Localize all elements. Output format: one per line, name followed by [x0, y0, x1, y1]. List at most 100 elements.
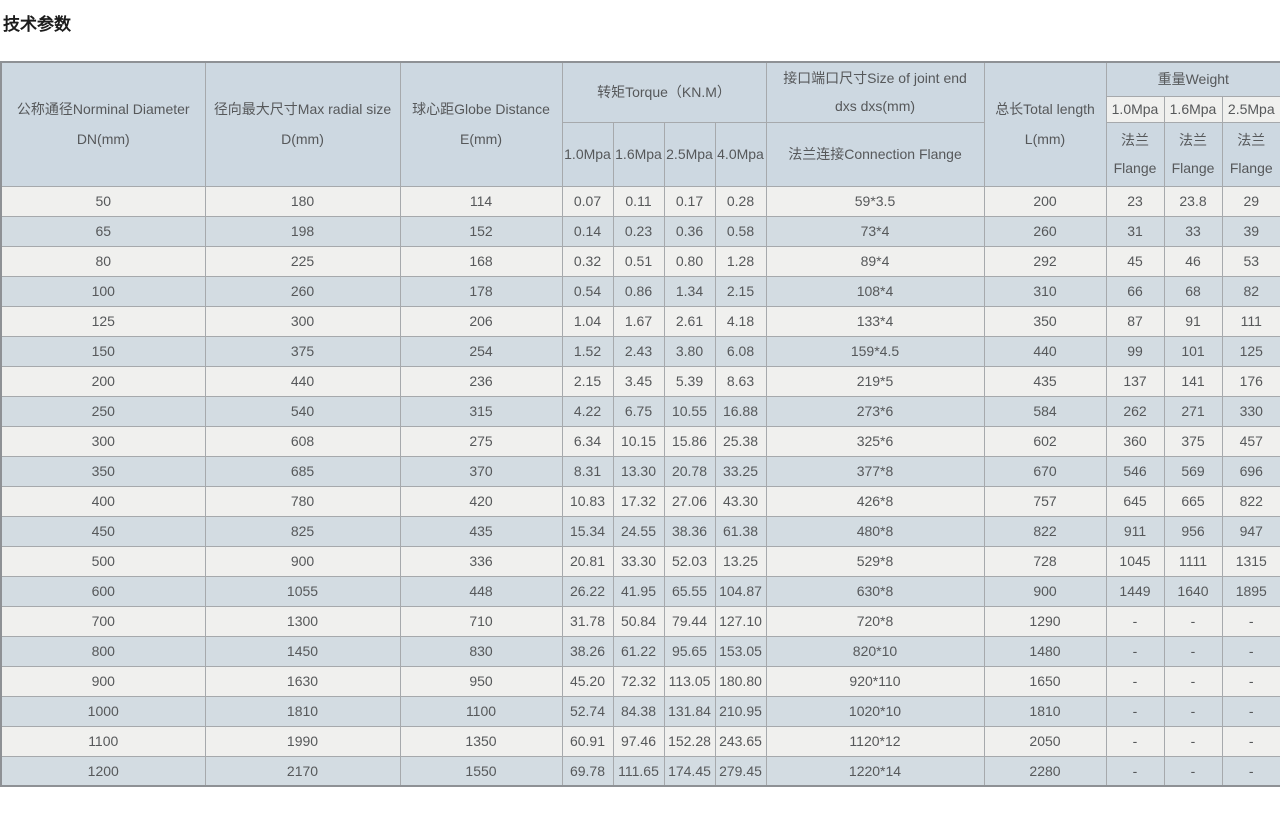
table-cell: 685: [205, 456, 400, 486]
table-cell: -: [1164, 726, 1222, 756]
table-cell: -: [1164, 696, 1222, 726]
table-cell: 111.65: [613, 756, 664, 786]
table-cell: 8.63: [715, 366, 766, 396]
table-cell: 29: [1222, 186, 1280, 216]
table-cell: 947: [1222, 516, 1280, 546]
table-cell: 150: [1, 336, 205, 366]
table-cell: 700: [1, 606, 205, 636]
table-cell: 66: [1106, 276, 1164, 306]
table-cell: 73*4: [766, 216, 984, 246]
table-cell: 450: [1, 516, 205, 546]
table-row: 40078042010.8317.3227.0643.30426*8757645…: [1, 486, 1280, 516]
table-cell: 89*4: [766, 246, 984, 276]
header-weight: 重量Weight: [1106, 62, 1280, 96]
table-cell: 0.54: [562, 276, 613, 306]
table-row: 45082543515.3424.5538.3661.38480*8822911…: [1, 516, 1280, 546]
table-cell: 15.86: [664, 426, 715, 456]
table-row: 600105544826.2241.9565.55104.87630*89001…: [1, 576, 1280, 606]
table-cell: 46: [1164, 246, 1222, 276]
table-cell: 426*8: [766, 486, 984, 516]
table-cell: 0.11: [613, 186, 664, 216]
table-cell: 350: [984, 306, 1106, 336]
table-cell: 59*3.5: [766, 186, 984, 216]
table-cell: 38.36: [664, 516, 715, 546]
table-cell: 2.43: [613, 336, 664, 366]
page-title: 技术参数: [3, 14, 1280, 36]
table-cell: 8.31: [562, 456, 613, 486]
table-cell: 584: [984, 396, 1106, 426]
header-weight-flange-3: 法兰 Flange: [1222, 122, 1280, 186]
table-cell: 310: [984, 276, 1106, 306]
table-row: 2505403154.226.7510.5516.88273*658426227…: [1, 396, 1280, 426]
table-cell: -: [1222, 696, 1280, 726]
header-flange-en: Flange: [1107, 154, 1164, 182]
table-cell: 91: [1164, 306, 1222, 336]
header-max-radial-size-line1: 径向最大尺寸Max radial size: [206, 94, 400, 124]
table-cell: 1315: [1222, 546, 1280, 576]
table-cell: -: [1222, 756, 1280, 786]
table-cell: 141: [1164, 366, 1222, 396]
table-cell: 13.30: [613, 456, 664, 486]
table-row: 501801140.070.110.170.2859*3.52002323.82…: [1, 186, 1280, 216]
table-cell: 84.38: [613, 696, 664, 726]
table-cell: 6.08: [715, 336, 766, 366]
table-cell: 1.67: [613, 306, 664, 336]
table-cell: 25.38: [715, 426, 766, 456]
table-row: 800145083038.2661.2295.65153.05820*10148…: [1, 636, 1280, 666]
table-cell: 440: [984, 336, 1106, 366]
header-total-length-line2: L(mm): [985, 124, 1106, 154]
header-weight-flange-1: 法兰 Flange: [1106, 122, 1164, 186]
table-cell: 1055: [205, 576, 400, 606]
table-cell: 97.46: [613, 726, 664, 756]
table-cell: 600: [1, 576, 205, 606]
table-body: 501801140.070.110.170.2859*3.52002323.82…: [1, 186, 1280, 786]
table-cell: 375: [205, 336, 400, 366]
table-row: 651981520.140.230.360.5873*4260313339: [1, 216, 1280, 246]
table-cell: 1045: [1106, 546, 1164, 576]
table-cell: 31: [1106, 216, 1164, 246]
table-cell: 33.25: [715, 456, 766, 486]
header-weight-2.5mpa: 2.5Mpa: [1222, 96, 1280, 122]
table-cell: 68: [1164, 276, 1222, 306]
table-cell: 176: [1222, 366, 1280, 396]
table-cell: 2.61: [664, 306, 715, 336]
table-cell: 720*8: [766, 606, 984, 636]
table-cell: 0.07: [562, 186, 613, 216]
table-cell: 665: [1164, 486, 1222, 516]
table-cell: 370: [400, 456, 562, 486]
table-cell: 20.78: [664, 456, 715, 486]
table-cell: 0.86: [613, 276, 664, 306]
table-cell: 0.58: [715, 216, 766, 246]
table-cell: 80: [1, 246, 205, 276]
table-cell: 50: [1, 186, 205, 216]
table-cell: 3.45: [613, 366, 664, 396]
table-cell: 27.06: [664, 486, 715, 516]
table-cell: 225: [205, 246, 400, 276]
table-cell: 15.34: [562, 516, 613, 546]
table-cell: 180: [205, 186, 400, 216]
table-cell: 125: [1222, 336, 1280, 366]
table-cell: 254: [400, 336, 562, 366]
table-cell: -: [1164, 636, 1222, 666]
table-cell: 101: [1164, 336, 1222, 366]
header-flange-cn: 法兰: [1107, 126, 1164, 154]
table-cell: 111: [1222, 306, 1280, 336]
table-cell: 630*8: [766, 576, 984, 606]
table-cell: 602: [984, 426, 1106, 456]
table-cell: 41.95: [613, 576, 664, 606]
table-cell: 608: [205, 426, 400, 456]
table-cell: 1810: [205, 696, 400, 726]
header-row-1: 公称通径Norminal Diameter DN(mm) 径向最大尺寸Max r…: [1, 62, 1280, 96]
table-cell: 168: [400, 246, 562, 276]
table-cell: 250: [1, 396, 205, 426]
table-cell: 0.51: [613, 246, 664, 276]
table-cell: 52.74: [562, 696, 613, 726]
table-cell: 99: [1106, 336, 1164, 366]
table-cell: 0.80: [664, 246, 715, 276]
table-row: 10001810110052.7484.38131.84210.951020*1…: [1, 696, 1280, 726]
table-cell: 104.87: [715, 576, 766, 606]
table-cell: 210.95: [715, 696, 766, 726]
table-cell: 10.55: [664, 396, 715, 426]
table-cell: 435: [400, 516, 562, 546]
table-cell: 16.88: [715, 396, 766, 426]
